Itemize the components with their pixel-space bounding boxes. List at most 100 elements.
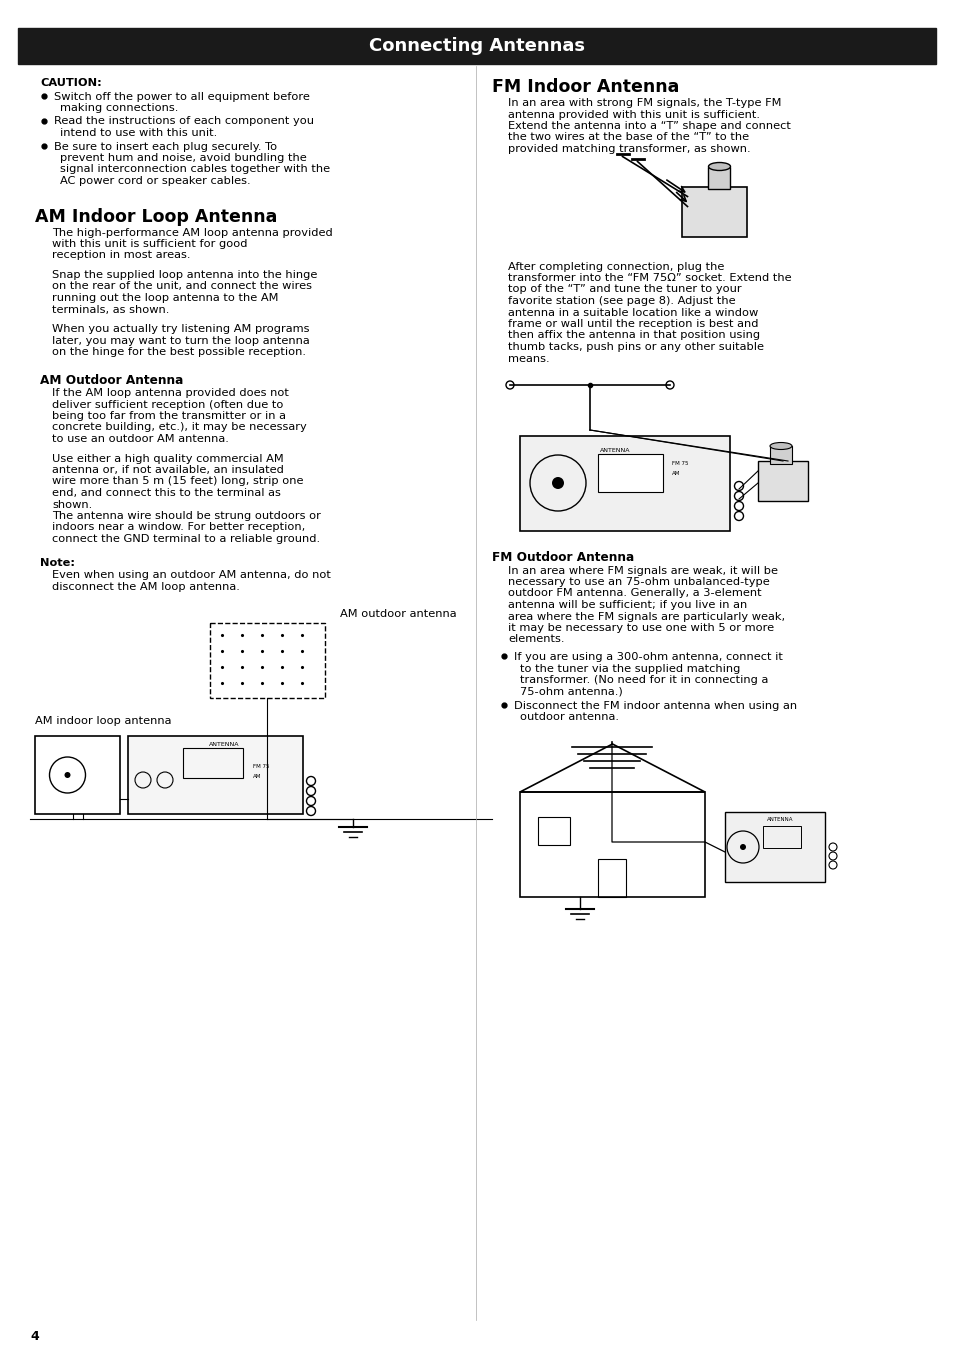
Circle shape — [828, 853, 836, 861]
Text: ANTENNA: ANTENNA — [599, 448, 630, 453]
Text: provided matching transformer, as shown.: provided matching transformer, as shown. — [507, 144, 750, 154]
Text: antenna provided with this unit is sufficient.: antenna provided with this unit is suffi… — [507, 109, 760, 120]
Circle shape — [734, 502, 742, 510]
Text: reception in most areas.: reception in most areas. — [52, 251, 191, 260]
Text: ANTENNA: ANTENNA — [766, 817, 793, 822]
Text: transformer into the “FM 75Ω” socket. Extend the: transformer into the “FM 75Ω” socket. Ex… — [507, 272, 791, 283]
Text: 75-ohm antenna.): 75-ohm antenna.) — [519, 687, 622, 696]
Circle shape — [306, 777, 315, 785]
Text: After completing connection, plug the: After completing connection, plug the — [507, 262, 723, 271]
Text: antenna in a suitable location like a window: antenna in a suitable location like a wi… — [507, 308, 758, 317]
Text: AM: AM — [671, 471, 679, 476]
Text: 4: 4 — [30, 1330, 39, 1344]
Text: transformer. (No need for it in connecting a: transformer. (No need for it in connecti… — [519, 674, 767, 685]
Bar — [18, 28, 935, 63]
Text: on the rear of the unit, and connect the wires: on the rear of the unit, and connect the… — [52, 282, 312, 291]
Bar — [598, 455, 662, 492]
Text: Connecting Antennas: Connecting Antennas — [369, 36, 584, 55]
Text: In an area with strong FM signals, the T-type FM: In an area with strong FM signals, the T… — [507, 98, 781, 108]
Circle shape — [306, 796, 315, 805]
Circle shape — [65, 772, 71, 778]
Bar — [681, 186, 747, 236]
Text: If you are using a 300-ohm antenna, connect it: If you are using a 300-ohm antenna, conn… — [514, 652, 782, 662]
Text: Even when using an outdoor AM antenna, do not: Even when using an outdoor AM antenna, d… — [52, 571, 331, 580]
Text: to use an outdoor AM antenna.: to use an outdoor AM antenna. — [52, 434, 229, 444]
Text: top of the “T” and tune the tuner to your: top of the “T” and tune the tuner to you… — [507, 285, 740, 294]
Text: to the tuner via the supplied matching: to the tuner via the supplied matching — [519, 664, 740, 673]
Ellipse shape — [769, 442, 791, 449]
Bar — [519, 436, 729, 532]
Circle shape — [552, 478, 563, 488]
Text: FM Outdoor Antenna: FM Outdoor Antenna — [492, 550, 634, 564]
Text: it may be necessary to use one with 5 or more: it may be necessary to use one with 5 or… — [507, 623, 773, 633]
Bar — [598, 859, 625, 897]
Text: AM Outdoor Antenna: AM Outdoor Antenna — [40, 375, 183, 387]
Circle shape — [734, 482, 742, 491]
Circle shape — [306, 807, 315, 816]
Bar — [708, 166, 730, 189]
Ellipse shape — [708, 162, 730, 170]
Text: concrete building, etc.), it may be necessary: concrete building, etc.), it may be nece… — [52, 422, 307, 433]
Text: thumb tacks, push pins or any other suitable: thumb tacks, push pins or any other suit… — [507, 343, 763, 352]
Text: then affix the antenna in that position using: then affix the antenna in that position … — [507, 331, 760, 340]
Text: antenna will be sufficient; if you live in an: antenna will be sufficient; if you live … — [507, 600, 746, 610]
Text: wire more than 5 m (15 feet) long, strip one: wire more than 5 m (15 feet) long, strip… — [52, 476, 303, 487]
Bar — [210, 622, 325, 697]
Text: means.: means. — [507, 353, 549, 363]
Text: the two wires at the base of the “T” to the: the two wires at the base of the “T” to … — [507, 132, 748, 143]
Text: being too far from the transmitter or in a: being too far from the transmitter or in… — [52, 411, 286, 421]
Text: end, and connect this to the terminal as: end, and connect this to the terminal as — [52, 488, 280, 498]
Bar — [537, 817, 569, 844]
Text: outdoor antenna.: outdoor antenna. — [519, 712, 618, 723]
Text: later, you may want to turn the loop antenna: later, you may want to turn the loop ant… — [52, 336, 310, 345]
Text: Read the instructions of each component you: Read the instructions of each component … — [54, 116, 314, 127]
Text: making connections.: making connections. — [60, 103, 178, 113]
Circle shape — [828, 861, 836, 869]
Text: FM 75: FM 75 — [253, 764, 269, 769]
Text: Snap the supplied loop antenna into the hinge: Snap the supplied loop antenna into the … — [52, 270, 317, 281]
Text: Note:: Note: — [40, 557, 75, 568]
Text: Switch off the power to all equipment before: Switch off the power to all equipment be… — [54, 92, 310, 101]
Text: If the AM loop antenna provided does not: If the AM loop antenna provided does not — [52, 389, 289, 398]
Text: signal interconnection cables together with the: signal interconnection cables together w… — [60, 165, 330, 174]
Text: disconnect the AM loop antenna.: disconnect the AM loop antenna. — [52, 581, 239, 591]
Text: shown.: shown. — [52, 499, 92, 510]
Text: favorite station (see page 8). Adjust the: favorite station (see page 8). Adjust th… — [507, 295, 735, 306]
Text: on the hinge for the best possible reception.: on the hinge for the best possible recep… — [52, 347, 306, 357]
Text: FM Indoor Antenna: FM Indoor Antenna — [492, 78, 679, 96]
Text: with this unit is sufficient for good: with this unit is sufficient for good — [52, 239, 247, 250]
Text: indoors near a window. For better reception,: indoors near a window. For better recept… — [52, 522, 305, 533]
Text: Extend the antenna into a “T” shape and connect: Extend the antenna into a “T” shape and … — [507, 121, 790, 131]
Circle shape — [740, 844, 745, 850]
Text: intend to use with this unit.: intend to use with this unit. — [60, 128, 217, 138]
Text: deliver sufficient reception (often due to: deliver sufficient reception (often due … — [52, 399, 283, 410]
Circle shape — [734, 491, 742, 500]
Text: necessary to use an 75-ohm unbalanced-type: necessary to use an 75-ohm unbalanced-ty… — [507, 577, 769, 587]
Text: ANTENNA: ANTENNA — [209, 742, 239, 747]
Bar — [35, 737, 120, 813]
Bar — [183, 747, 243, 778]
Text: Disconnect the FM indoor antenna when using an: Disconnect the FM indoor antenna when us… — [514, 701, 797, 711]
Text: AM outdoor antenna: AM outdoor antenna — [340, 608, 456, 619]
Bar — [762, 826, 801, 849]
Bar — [128, 737, 303, 813]
Text: prevent hum and noise, avoid bundling the: prevent hum and noise, avoid bundling th… — [60, 152, 307, 163]
Bar — [519, 792, 704, 897]
Text: terminals, as shown.: terminals, as shown. — [52, 305, 170, 314]
Text: running out the loop antenna to the AM: running out the loop antenna to the AM — [52, 293, 278, 304]
Text: area where the FM signals are particularly weak,: area where the FM signals are particular… — [507, 611, 784, 622]
Text: frame or wall until the reception is best and: frame or wall until the reception is bes… — [507, 318, 758, 329]
Circle shape — [828, 843, 836, 851]
Text: When you actually try listening AM programs: When you actually try listening AM progr… — [52, 324, 309, 335]
Text: Use either a high quality commercial AM: Use either a high quality commercial AM — [52, 453, 283, 464]
Text: AC power cord or speaker cables.: AC power cord or speaker cables. — [60, 175, 251, 186]
Circle shape — [306, 786, 315, 796]
Text: outdoor FM antenna. Generally, a 3-element: outdoor FM antenna. Generally, a 3-eleme… — [507, 588, 760, 599]
Bar — [758, 461, 807, 500]
Text: The antenna wire should be strung outdoors or: The antenna wire should be strung outdoo… — [52, 511, 320, 521]
Bar — [769, 447, 791, 464]
Circle shape — [734, 511, 742, 521]
Text: In an area where FM signals are weak, it will be: In an area where FM signals are weak, it… — [507, 565, 778, 576]
Text: AM indoor loop antenna: AM indoor loop antenna — [35, 715, 172, 726]
Bar — [724, 812, 824, 882]
